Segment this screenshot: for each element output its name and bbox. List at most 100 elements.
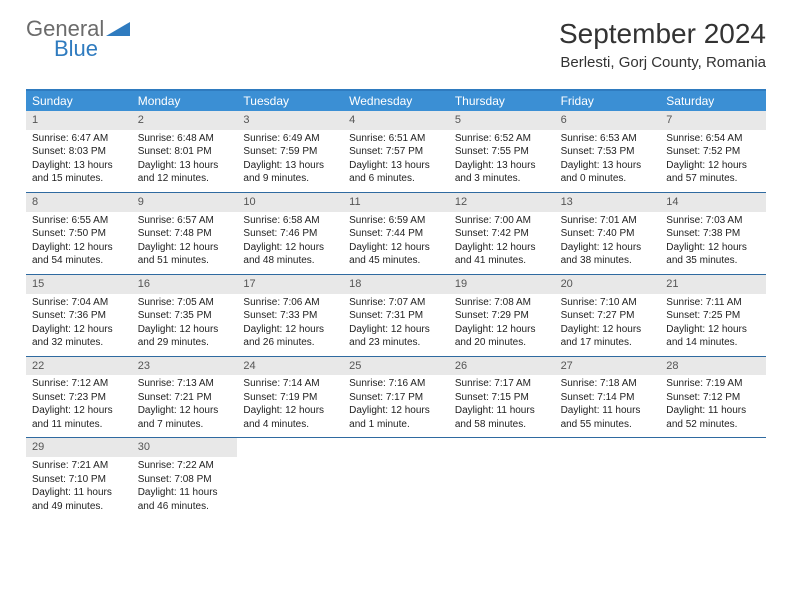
sunrise-line: Sunrise: 7:03 AM bbox=[666, 214, 760, 228]
day-body: Sunrise: 7:01 AMSunset: 7:40 PMDaylight:… bbox=[555, 214, 661, 268]
page-title: September 2024 bbox=[559, 18, 766, 50]
day-number: 13 bbox=[555, 193, 661, 212]
day-number: 18 bbox=[343, 275, 449, 294]
daylight-line: Daylight: 13 hours and 0 minutes. bbox=[561, 159, 655, 186]
day-cell: 15Sunrise: 7:04 AMSunset: 7:36 PMDayligh… bbox=[26, 275, 132, 356]
sunrise-line: Sunrise: 6:49 AM bbox=[243, 132, 337, 146]
day-body: Sunrise: 7:12 AMSunset: 7:23 PMDaylight:… bbox=[26, 377, 132, 431]
sunrise-line: Sunrise: 6:53 AM bbox=[561, 132, 655, 146]
daylight-line: Daylight: 13 hours and 6 minutes. bbox=[349, 159, 443, 186]
sunrise-line: Sunrise: 6:58 AM bbox=[243, 214, 337, 228]
day-number: 1 bbox=[26, 111, 132, 130]
sunset-line: Sunset: 7:33 PM bbox=[243, 309, 337, 323]
week-row: 8Sunrise: 6:55 AMSunset: 7:50 PMDaylight… bbox=[26, 193, 766, 275]
day-number: 10 bbox=[237, 193, 343, 212]
day-body: Sunrise: 7:19 AMSunset: 7:12 PMDaylight:… bbox=[660, 377, 766, 431]
sunset-line: Sunset: 7:21 PM bbox=[138, 391, 232, 405]
day-cell: 11Sunrise: 6:59 AMSunset: 7:44 PMDayligh… bbox=[343, 193, 449, 274]
day-number: 29 bbox=[26, 438, 132, 457]
sunrise-line: Sunrise: 7:01 AM bbox=[561, 214, 655, 228]
sunrise-line: Sunrise: 7:14 AM bbox=[243, 377, 337, 391]
day-number: 7 bbox=[660, 111, 766, 130]
day-number: 30 bbox=[132, 438, 238, 457]
day-cell: 14 Sunrise: 7:03 AMSunset: 7:38 PMDayligh… bbox=[660, 193, 766, 274]
sunset-line: Sunset: 7:12 PM bbox=[666, 391, 760, 405]
sunset-line: Sunset: 7:50 PM bbox=[32, 227, 126, 241]
sunrise-line: Sunrise: 7:19 AM bbox=[666, 377, 760, 391]
sunset-line: Sunset: 7:35 PM bbox=[138, 309, 232, 323]
day-cell: 10Sunrise: 6:58 AMSunset: 7:46 PMDayligh… bbox=[237, 193, 343, 274]
day-cell: 24Sunrise: 7:14 AMSunset: 7:19 PMDayligh… bbox=[237, 357, 343, 438]
sunrise-line: Sunrise: 6:54 AM bbox=[666, 132, 760, 146]
day-body: Sunrise: 7:08 AMSunset: 7:29 PMDaylight:… bbox=[449, 296, 555, 350]
day-body: Sunrise: 7:00 AMSunset: 7:42 PMDaylight:… bbox=[449, 214, 555, 268]
day-body: Sunrise: 7:03 AMSunset: 7:38 PMDaylight:… bbox=[660, 214, 766, 268]
sunset-line: Sunset: 7:57 PM bbox=[349, 145, 443, 159]
sunrise-line: Sunrise: 7:00 AM bbox=[455, 214, 549, 228]
sunset-line: Sunset: 7:14 PM bbox=[561, 391, 655, 405]
daylight-line: Daylight: 12 hours and 57 minutes. bbox=[666, 159, 760, 186]
sunset-line: Sunset: 7:52 PM bbox=[666, 145, 760, 159]
day-body: Sunrise: 6:48 AMSunset: 8:01 PMDaylight:… bbox=[132, 132, 238, 186]
daylight-line: Daylight: 12 hours and 41 minutes. bbox=[455, 241, 549, 268]
sunrise-line: Sunrise: 7:13 AM bbox=[138, 377, 232, 391]
day-number: 14 bbox=[660, 193, 766, 212]
day-body: Sunrise: 6:54 AMSunset: 7:52 PMDaylight:… bbox=[660, 132, 766, 186]
location-text: Berlesti, Gorj County, Romania bbox=[559, 54, 766, 71]
daylight-line: Daylight: 11 hours and 49 minutes. bbox=[32, 486, 126, 513]
day-body: Sunrise: 7:18 AMSunset: 7:14 PMDaylight:… bbox=[555, 377, 661, 431]
daylight-line: Daylight: 12 hours and 20 minutes. bbox=[455, 323, 549, 350]
daylight-line: Daylight: 12 hours and 54 minutes. bbox=[32, 241, 126, 268]
sunset-line: Sunset: 8:01 PM bbox=[138, 145, 232, 159]
daylight-line: Daylight: 11 hours and 46 minutes. bbox=[138, 486, 232, 513]
sunrise-line: Sunrise: 6:48 AM bbox=[138, 132, 232, 146]
sunset-line: Sunset: 7:17 PM bbox=[349, 391, 443, 405]
day-cell: 19Sunrise: 7:08 AMSunset: 7:29 PMDayligh… bbox=[449, 275, 555, 356]
day-number: 5 bbox=[449, 111, 555, 130]
day-body: Sunrise: 6:47 AMSunset: 8:03 PMDaylight:… bbox=[26, 132, 132, 186]
sunrise-line: Sunrise: 6:55 AM bbox=[32, 214, 126, 228]
day-number: 27 bbox=[555, 357, 661, 376]
empty-cell bbox=[555, 438, 661, 519]
day-number: 24 bbox=[237, 357, 343, 376]
day-number: 20 bbox=[555, 275, 661, 294]
day-body: Sunrise: 6:52 AMSunset: 7:55 PMDaylight:… bbox=[449, 132, 555, 186]
sunrise-line: Sunrise: 7:06 AM bbox=[243, 296, 337, 310]
day-cell: 29Sunrise: 7:21 AMSunset: 7:10 PMDayligh… bbox=[26, 438, 132, 519]
dow-saturday: Saturday bbox=[660, 91, 766, 111]
daylight-line: Daylight: 12 hours and 38 minutes. bbox=[561, 241, 655, 268]
daylight-line: Daylight: 12 hours and 45 minutes. bbox=[349, 241, 443, 268]
sunset-line: Sunset: 7:53 PM bbox=[561, 145, 655, 159]
daylight-line: Daylight: 12 hours and 35 minutes. bbox=[666, 241, 760, 268]
day-cell: 13 Sunrise: 7:01 AMSunset: 7:40 PMDayligh… bbox=[555, 193, 661, 274]
sunrise-line: Sunrise: 6:47 AM bbox=[32, 132, 126, 146]
day-cell: 30Sunrise: 7:22 AMSunset: 7:08 PMDayligh… bbox=[132, 438, 238, 519]
daylight-line: Daylight: 12 hours and 29 minutes. bbox=[138, 323, 232, 350]
daylight-line: Daylight: 12 hours and 11 minutes. bbox=[32, 404, 126, 431]
daylight-line: Daylight: 11 hours and 58 minutes. bbox=[455, 404, 549, 431]
day-number: 28 bbox=[660, 357, 766, 376]
daylight-line: Daylight: 12 hours and 4 minutes. bbox=[243, 404, 337, 431]
sunrise-line: Sunrise: 7:10 AM bbox=[561, 296, 655, 310]
day-cell: 16Sunrise: 7:05 AMSunset: 7:35 PMDayligh… bbox=[132, 275, 238, 356]
day-number: 12 bbox=[449, 193, 555, 212]
empty-cell bbox=[449, 438, 555, 519]
day-number: 16 bbox=[132, 275, 238, 294]
day-cell: 26Sunrise: 7:17 AMSunset: 7:15 PMDayligh… bbox=[449, 357, 555, 438]
day-cell: 3Sunrise: 6:49 AMSunset: 7:59 PMDaylight… bbox=[237, 111, 343, 192]
sunset-line: Sunset: 7:40 PM bbox=[561, 227, 655, 241]
sunset-line: Sunset: 7:48 PM bbox=[138, 227, 232, 241]
calendar: SundayMondayTuesdayWednesdayThursdayFrid… bbox=[26, 89, 766, 519]
empty-cell bbox=[660, 438, 766, 519]
week-row: 15Sunrise: 7:04 AMSunset: 7:36 PMDayligh… bbox=[26, 275, 766, 357]
sunrise-line: Sunrise: 7:21 AM bbox=[32, 459, 126, 473]
sunrise-line: Sunrise: 6:57 AM bbox=[138, 214, 232, 228]
dow-thursday: Thursday bbox=[449, 91, 555, 111]
header: General Blue September 2024 Berlesti, Go… bbox=[0, 0, 792, 81]
daylight-line: Daylight: 12 hours and 17 minutes. bbox=[561, 323, 655, 350]
daylight-line: Daylight: 13 hours and 3 minutes. bbox=[455, 159, 549, 186]
day-cell: 7 Sunrise: 6:54 AMSunset: 7:52 PMDaylight… bbox=[660, 111, 766, 192]
day-body: Sunrise: 7:17 AMSunset: 7:15 PMDaylight:… bbox=[449, 377, 555, 431]
day-number: 3 bbox=[237, 111, 343, 130]
day-number: 26 bbox=[449, 357, 555, 376]
